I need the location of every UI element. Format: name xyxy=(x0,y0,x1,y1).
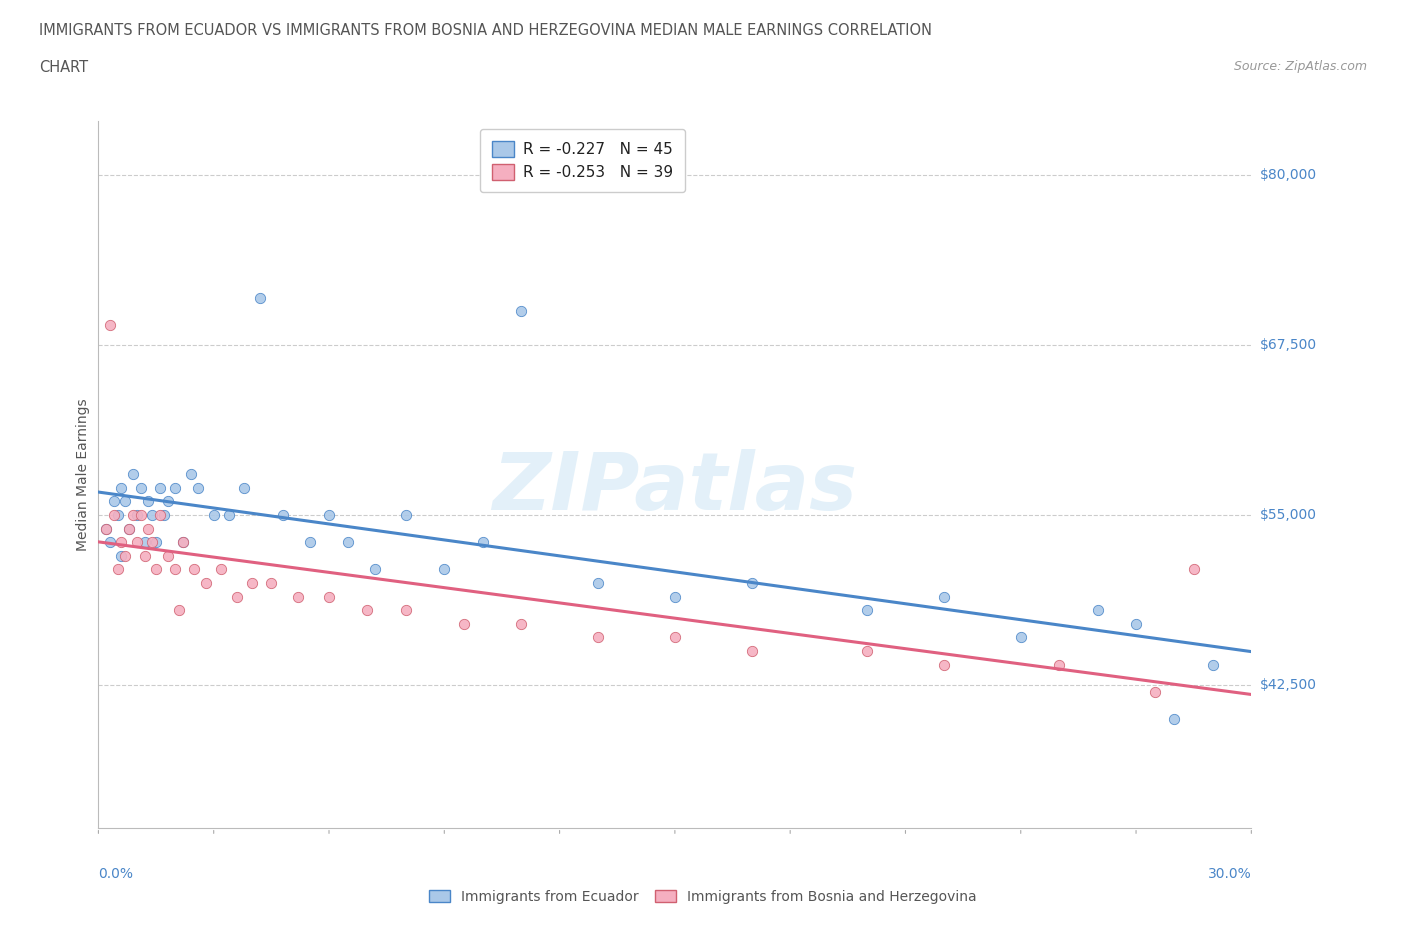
Point xyxy=(156,494,179,509)
Point xyxy=(110,549,132,564)
Legend: R = -0.227   N = 45, R = -0.253   N = 39: R = -0.227 N = 45, R = -0.253 N = 39 xyxy=(479,128,685,193)
Point xyxy=(318,590,340,604)
Point xyxy=(138,494,160,509)
Point xyxy=(183,562,205,577)
Point xyxy=(1125,617,1147,631)
Point xyxy=(129,508,152,523)
Point xyxy=(298,535,321,550)
Text: IMMIGRANTS FROM ECUADOR VS IMMIGRANTS FROM BOSNIA AND HERZEGOVINA MEDIAN MALE EA: IMMIGRANTS FROM ECUADOR VS IMMIGRANTS FR… xyxy=(39,23,932,38)
Point xyxy=(187,481,209,496)
Point xyxy=(1182,562,1205,577)
Point xyxy=(586,576,609,591)
Point xyxy=(1144,684,1167,699)
Point xyxy=(125,535,148,550)
Text: $55,000: $55,000 xyxy=(1260,508,1316,522)
Point xyxy=(1047,658,1070,672)
Point xyxy=(1010,630,1032,644)
Point xyxy=(165,562,187,577)
Point xyxy=(218,508,240,523)
Point xyxy=(145,562,167,577)
Point xyxy=(118,521,141,536)
Point xyxy=(167,603,190,618)
Point xyxy=(337,535,360,550)
Point xyxy=(149,481,172,496)
Point xyxy=(932,590,955,604)
Point xyxy=(180,467,202,482)
Point xyxy=(94,521,117,536)
Text: $42,500: $42,500 xyxy=(1260,678,1316,692)
Point xyxy=(510,617,533,631)
Point xyxy=(202,508,225,523)
Point xyxy=(510,304,533,319)
Point xyxy=(471,535,494,550)
Point xyxy=(98,535,121,550)
Point xyxy=(165,481,187,496)
Point xyxy=(260,576,283,591)
Text: CHART: CHART xyxy=(39,60,89,75)
Point xyxy=(233,481,256,496)
Point xyxy=(172,535,194,550)
Point xyxy=(94,521,117,536)
Point xyxy=(395,603,418,618)
Text: 30.0%: 30.0% xyxy=(1208,867,1251,881)
Point xyxy=(149,508,172,523)
Point xyxy=(395,508,418,523)
Point xyxy=(249,290,271,305)
Text: Source: ZipAtlas.com: Source: ZipAtlas.com xyxy=(1233,60,1367,73)
Point xyxy=(110,481,132,496)
Point xyxy=(741,644,763,658)
Point xyxy=(1163,711,1185,726)
Point xyxy=(114,494,136,509)
Point xyxy=(932,658,955,672)
Point xyxy=(1087,603,1109,618)
Point xyxy=(209,562,232,577)
Point xyxy=(103,508,125,523)
Point xyxy=(110,535,132,550)
Text: $67,500: $67,500 xyxy=(1260,339,1317,352)
Point xyxy=(141,508,163,523)
Point xyxy=(1202,658,1225,672)
Point xyxy=(240,576,263,591)
Point xyxy=(125,508,148,523)
Point xyxy=(134,535,156,550)
Point xyxy=(141,535,163,550)
Point xyxy=(318,508,340,523)
Text: $80,000: $80,000 xyxy=(1260,168,1317,182)
Text: 0.0%: 0.0% xyxy=(98,867,134,881)
Legend: Immigrants from Ecuador, Immigrants from Bosnia and Herzegovina: Immigrants from Ecuador, Immigrants from… xyxy=(423,884,983,910)
Point xyxy=(107,562,129,577)
Point xyxy=(433,562,456,577)
Point xyxy=(103,494,125,509)
Point xyxy=(145,535,167,550)
Point xyxy=(586,630,609,644)
Point xyxy=(152,508,174,523)
Y-axis label: Median Male Earnings: Median Male Earnings xyxy=(76,398,90,551)
Point xyxy=(129,481,152,496)
Point xyxy=(271,508,294,523)
Point xyxy=(195,576,218,591)
Point xyxy=(364,562,387,577)
Point xyxy=(225,590,247,604)
Point xyxy=(134,549,156,564)
Point xyxy=(122,508,145,523)
Point xyxy=(287,590,309,604)
Point xyxy=(138,521,160,536)
Point xyxy=(118,521,141,536)
Point xyxy=(664,630,686,644)
Point xyxy=(98,317,121,332)
Point xyxy=(453,617,475,631)
Point xyxy=(856,603,879,618)
Point xyxy=(122,467,145,482)
Point xyxy=(664,590,686,604)
Point xyxy=(741,576,763,591)
Point xyxy=(107,508,129,523)
Point xyxy=(114,549,136,564)
Point xyxy=(172,535,194,550)
Point xyxy=(856,644,879,658)
Point xyxy=(156,549,179,564)
Point xyxy=(356,603,378,618)
Text: ZIPatlas: ZIPatlas xyxy=(492,449,858,527)
